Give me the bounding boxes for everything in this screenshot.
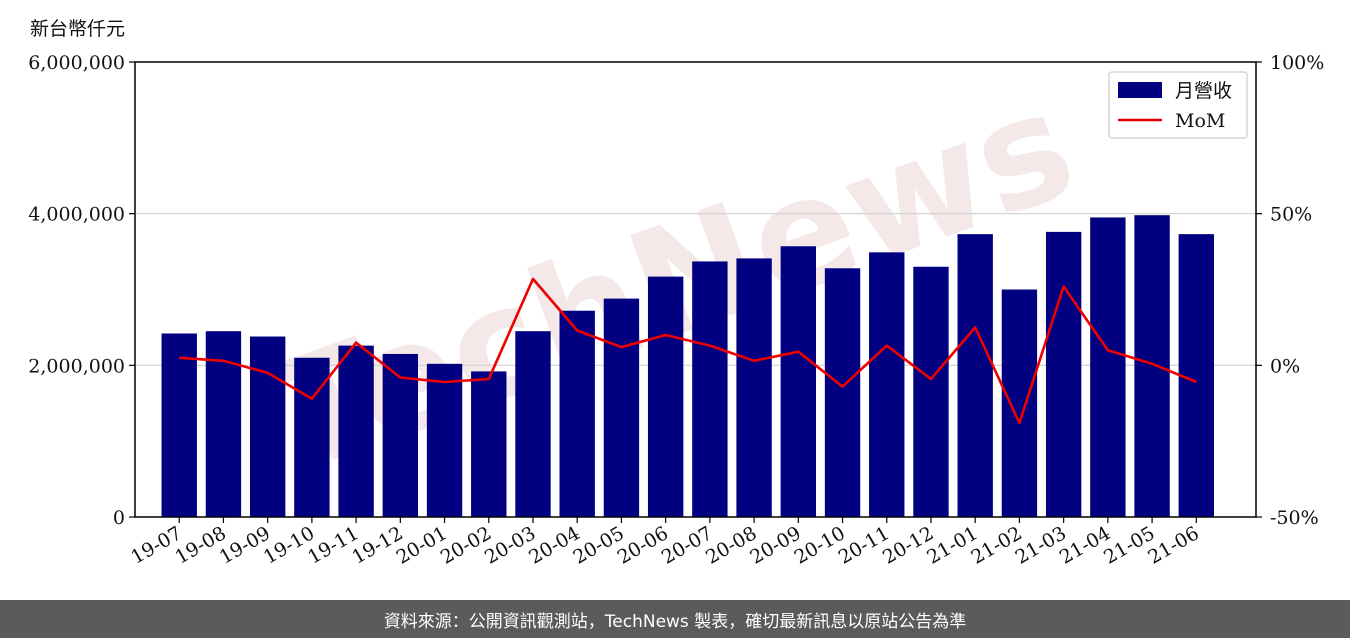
footer-text: 資料來源：公開資訊觀測站，TechNews 製表，確切最新訊息以原站公告為準 bbox=[383, 611, 967, 632]
revenue-bars bbox=[161, 215, 1214, 518]
revenue-bar bbox=[647, 276, 684, 517]
legend: 月營收 MoM bbox=[1108, 71, 1248, 139]
revenue-bar bbox=[426, 363, 463, 517]
legend-label-revenue: 月營收 bbox=[1175, 80, 1232, 102]
revenue-bar bbox=[161, 333, 197, 517]
revenue-bar bbox=[559, 310, 595, 517]
revenue-bar bbox=[913, 266, 949, 517]
revenue-bar bbox=[957, 234, 993, 517]
revenue-bar bbox=[515, 331, 551, 517]
left-tick-label: 4,000,000 bbox=[28, 204, 125, 226]
revenue-bar bbox=[1045, 231, 1082, 517]
left-tick-label: 2,000,000 bbox=[28, 355, 125, 377]
revenue-bar bbox=[1001, 289, 1038, 517]
right-tick-label: 0% bbox=[1270, 355, 1300, 377]
mom-line bbox=[179, 277, 1197, 425]
left-tick-label: 6,000,000 bbox=[28, 52, 125, 74]
x-tick-label: 21-06 bbox=[1144, 522, 1202, 568]
right-tick-label: 100% bbox=[1270, 52, 1324, 74]
revenue-bar bbox=[736, 258, 772, 517]
source-footer: 資料來源：公開資訊觀測站，TechNews 製表，確切最新訊息以原站公告為準 bbox=[0, 600, 1350, 638]
revenue-bar bbox=[338, 345, 374, 517]
revenue-bar bbox=[603, 298, 640, 517]
right-tick-label: 50% bbox=[1270, 204, 1312, 226]
revenue-bar bbox=[382, 353, 419, 517]
revenue-bar bbox=[780, 246, 817, 517]
left-tick-label: 0 bbox=[113, 507, 125, 529]
plot-frame bbox=[134, 61, 1257, 518]
revenue-bar bbox=[1134, 215, 1170, 517]
revenue-bar bbox=[205, 331, 242, 517]
revenue-bar bbox=[471, 371, 507, 517]
revenue-bar bbox=[692, 261, 728, 517]
revenue-bar bbox=[824, 268, 861, 517]
revenue-chart: TechNews 02,000,0004,000,0006,000,000-50… bbox=[28, 52, 1324, 569]
revenue-bar bbox=[1178, 234, 1214, 517]
revenue-bar bbox=[1090, 217, 1126, 518]
mom-line-layer bbox=[179, 277, 1197, 425]
y-axis-unit-label: 新台幣仟元 bbox=[30, 18, 126, 40]
revenue-bar bbox=[249, 336, 286, 517]
revenue-bar bbox=[869, 252, 905, 517]
right-tick-label: -50% bbox=[1270, 507, 1319, 529]
legend-label-mom: MoM bbox=[1175, 110, 1225, 132]
legend-bar-swatch bbox=[1118, 82, 1162, 98]
